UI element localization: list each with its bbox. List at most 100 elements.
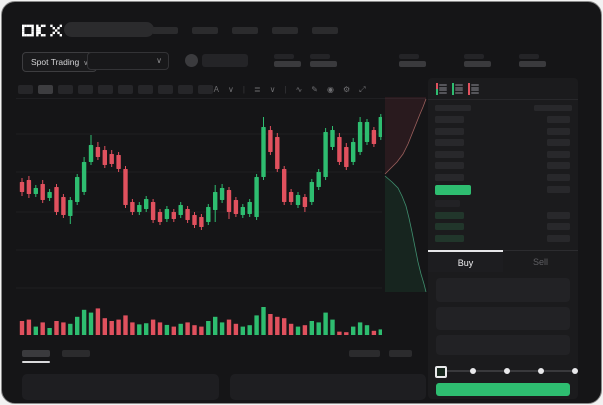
okx-logo[interactable] [22, 23, 62, 38]
ask-row-price-skeleton[interactable] [435, 116, 464, 123]
chevron-down-icon: ∨ [156, 56, 162, 65]
nav-item-skeleton[interactable] [272, 27, 298, 34]
orderbook-asks-icon[interactable] [468, 83, 479, 95]
orderbook-trade-panel: Buy Sell [428, 78, 578, 399]
orderbook-bids-icon[interactable] [452, 83, 463, 95]
fullscreen-icon[interactable]: ⤢ [359, 85, 366, 94]
mode-lines [471, 83, 479, 95]
bottom-control-skeleton[interactable] [349, 350, 380, 357]
indicator-ma-icon[interactable]: MA [207, 85, 219, 94]
candle-style-icon[interactable]: ≣ [253, 85, 261, 94]
ask-row-amount-skeleton[interactable] [547, 127, 570, 135]
trade-tabs: Buy Sell [428, 250, 578, 272]
last-price-skeleton [202, 54, 248, 67]
market-type-label: Spot Trading [31, 57, 80, 67]
chevron-down-icon[interactable]: ∨ [228, 85, 234, 94]
timeframe-button[interactable] [178, 85, 193, 94]
timeframe-button[interactable] [78, 85, 93, 94]
bid-row-amount-skeleton[interactable] [547, 234, 570, 242]
chart-tools: MA ∨ | ≣ ∨ | ∿ ✎ ◉ ⚙ ⤢ [207, 83, 366, 96]
bid-row-amount-skeleton[interactable] [547, 223, 570, 231]
orderbook-header-amount [534, 105, 572, 111]
trading-pair-select[interactable]: ∨ [87, 52, 169, 70]
timeframe-button[interactable] [198, 85, 213, 94]
stat-label-skeleton [310, 54, 330, 59]
ask-row-price-skeleton[interactable] [435, 174, 464, 181]
mode-color-bar [436, 83, 438, 95]
timeframe-button[interactable] [58, 85, 73, 94]
bottom-tab-skeleton[interactable] [62, 350, 90, 357]
stat-value-skeleton [519, 61, 546, 67]
stat-label-skeleton [519, 54, 539, 59]
timeframe-button[interactable] [158, 85, 173, 94]
ask-row-amount-skeleton[interactable] [547, 139, 570, 147]
timeframe-button[interactable] [98, 85, 113, 94]
ask-row-price-skeleton[interactable] [435, 162, 464, 170]
order-form-field[interactable] [436, 278, 570, 302]
divider: | [284, 85, 287, 94]
stat-value-skeleton [310, 61, 337, 67]
bid-row-price-skeleton[interactable] [435, 223, 464, 231]
ask-row-amount-skeleton[interactable] [547, 150, 570, 158]
camera-icon[interactable]: ◉ [326, 85, 334, 94]
settings-gear-icon[interactable]: ⚙ [342, 85, 351, 94]
slider-stop-dot[interactable] [538, 368, 544, 374]
buy-button[interactable] [436, 383, 570, 396]
order-form-field[interactable] [436, 307, 570, 330]
tab-buy[interactable]: Buy [428, 250, 503, 272]
spread-skeleton [435, 200, 460, 207]
chevron-down-icon[interactable]: ∨ [269, 85, 276, 94]
stat-label-skeleton [399, 54, 419, 59]
ask-row-price-skeleton[interactable] [435, 139, 464, 147]
search-input[interactable] [64, 22, 154, 37]
timeframe-button[interactable] [18, 85, 33, 94]
ask-row-amount-skeleton[interactable] [547, 116, 570, 123]
bottom-control-skeleton[interactable] [389, 350, 412, 357]
stat-value-skeleton [399, 61, 426, 67]
mode-lines [439, 83, 447, 95]
nav-item-skeleton[interactable] [232, 27, 258, 34]
bid-row-price-skeleton[interactable] [435, 212, 464, 219]
divider [428, 99, 578, 100]
candlestick-chart[interactable] [16, 100, 382, 294]
slider-stop-dot[interactable] [572, 368, 578, 374]
order-form-field[interactable] [436, 335, 570, 355]
stat-value-skeleton [464, 61, 491, 67]
timeframe-button[interactable] [38, 85, 53, 94]
mode-color-bar [452, 83, 454, 95]
stat-label-skeleton [274, 54, 294, 59]
chevron-down-icon: ∨ [83, 60, 89, 67]
timeframe-button[interactable] [138, 85, 153, 94]
ticker-coin-icon [185, 54, 198, 67]
bottom-tab-skeleton[interactable] [22, 350, 50, 357]
ask-row-price-skeleton[interactable] [435, 127, 464, 135]
bottom-active-tab-underline [22, 361, 50, 363]
price-row-amount-skeleton[interactable] [547, 186, 570, 193]
stat-value-skeleton [274, 61, 301, 67]
bid-row-price-skeleton[interactable] [435, 234, 464, 242]
ask-row-price-skeleton[interactable] [435, 150, 464, 158]
slider-stop-dot[interactable] [470, 368, 476, 374]
bid-row-amount-skeleton[interactable] [547, 212, 570, 219]
mode-lines [455, 83, 463, 95]
stat-label-skeleton [464, 54, 484, 59]
amount-slider-handle[interactable] [435, 366, 447, 378]
line-tool-icon[interactable]: ∿ [295, 85, 303, 94]
bottom-panel [230, 374, 426, 400]
nav-item-skeleton[interactable] [192, 27, 218, 34]
bottom-panel [22, 374, 219, 400]
nav-item-skeleton[interactable] [312, 27, 338, 34]
nav-item-skeleton[interactable] [152, 27, 178, 34]
mode-color-bar [468, 83, 470, 95]
draw-tool-icon[interactable]: ✎ [311, 85, 318, 94]
ask-row-amount-skeleton[interactable] [547, 174, 570, 181]
last-price-highlight[interactable] [435, 185, 471, 195]
timeframe-button[interactable] [118, 85, 133, 94]
orderbook-both-icon[interactable] [436, 83, 447, 95]
divider: | [242, 85, 245, 94]
tab-sell[interactable]: Sell [503, 250, 578, 272]
slider-stop-dot[interactable] [504, 368, 510, 374]
ask-row-amount-skeleton[interactable] [547, 162, 570, 170]
